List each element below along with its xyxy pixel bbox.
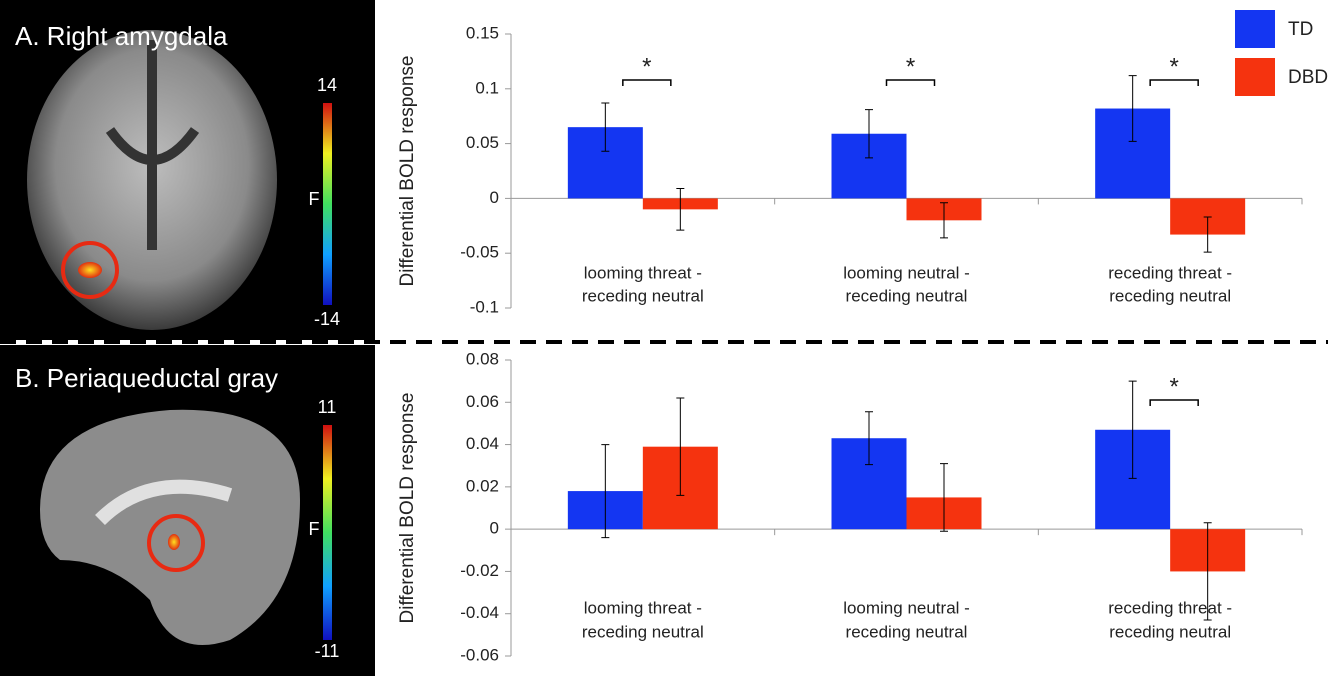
x-tick-label: receding neutral bbox=[1109, 622, 1231, 641]
y-axis-label: Differential BOLD response bbox=[397, 393, 418, 624]
y-tick-label: -0.02 bbox=[460, 561, 499, 580]
colorbar-label: F bbox=[309, 519, 320, 539]
significance-label: * bbox=[906, 53, 915, 80]
x-tick-label: receding neutral bbox=[1109, 286, 1231, 305]
activation bbox=[168, 534, 180, 550]
panel-title: B. Periaqueductal gray bbox=[15, 363, 278, 393]
x-tick-label: receding neutral bbox=[846, 622, 968, 641]
significance-bracket bbox=[1150, 80, 1198, 86]
x-tick-label: receding threat - bbox=[1108, 598, 1232, 617]
figure: A. Right amygdala 14 F -14 B. Periaquedu… bbox=[0, 0, 1328, 676]
significance-bracket bbox=[623, 80, 671, 86]
x-tick-label: looming neutral - bbox=[843, 598, 970, 617]
y-tick-label: 0.04 bbox=[466, 434, 499, 453]
significance-label: * bbox=[1169, 373, 1178, 400]
significance-label: * bbox=[1169, 53, 1178, 80]
x-tick-label: looming threat - bbox=[584, 598, 702, 617]
x-tick-label: looming threat - bbox=[584, 263, 702, 282]
x-tick-label: looming neutral - bbox=[843, 263, 970, 282]
y-tick-label: 0.02 bbox=[466, 476, 499, 495]
colorbar-max: 14 bbox=[317, 75, 337, 95]
legend-swatch bbox=[1235, 10, 1275, 48]
significance-bracket bbox=[1150, 400, 1198, 406]
legend-label: DBD bbox=[1288, 67, 1328, 88]
legend-swatch bbox=[1235, 58, 1275, 96]
y-tick-label: 0 bbox=[490, 519, 499, 538]
activation bbox=[78, 262, 102, 278]
x-tick-label: receding threat - bbox=[1108, 263, 1232, 282]
y-tick-label: 0.06 bbox=[466, 392, 499, 411]
y-tick-label: -0.05 bbox=[460, 243, 499, 262]
colorbar-max: 11 bbox=[318, 397, 337, 417]
colorbar-min: -14 bbox=[314, 309, 340, 329]
y-axis-label: Differential BOLD response bbox=[397, 56, 418, 287]
colorbar-min: -11 bbox=[315, 641, 340, 661]
y-tick-label: 0.1 bbox=[475, 78, 499, 97]
y-tick-label: -0.06 bbox=[460, 645, 499, 664]
colorbar bbox=[323, 425, 332, 640]
colorbar bbox=[323, 103, 332, 305]
significance-bracket bbox=[887, 80, 935, 86]
y-tick-label: -0.1 bbox=[470, 297, 499, 316]
y-tick-label: -0.04 bbox=[460, 603, 499, 622]
significance-label: * bbox=[642, 53, 651, 80]
y-tick-label: 0.08 bbox=[466, 349, 499, 368]
legend-label: TD bbox=[1288, 19, 1313, 40]
y-tick-label: 0.05 bbox=[466, 133, 499, 152]
x-tick-label: receding neutral bbox=[582, 286, 704, 305]
y-tick-label: 0.15 bbox=[466, 23, 499, 42]
y-tick-label: 0 bbox=[490, 188, 499, 207]
panel-title: A. Right amygdala bbox=[15, 21, 228, 51]
x-tick-label: receding neutral bbox=[582, 622, 704, 641]
colorbar-label: F bbox=[309, 189, 320, 209]
x-tick-label: receding neutral bbox=[846, 286, 968, 305]
